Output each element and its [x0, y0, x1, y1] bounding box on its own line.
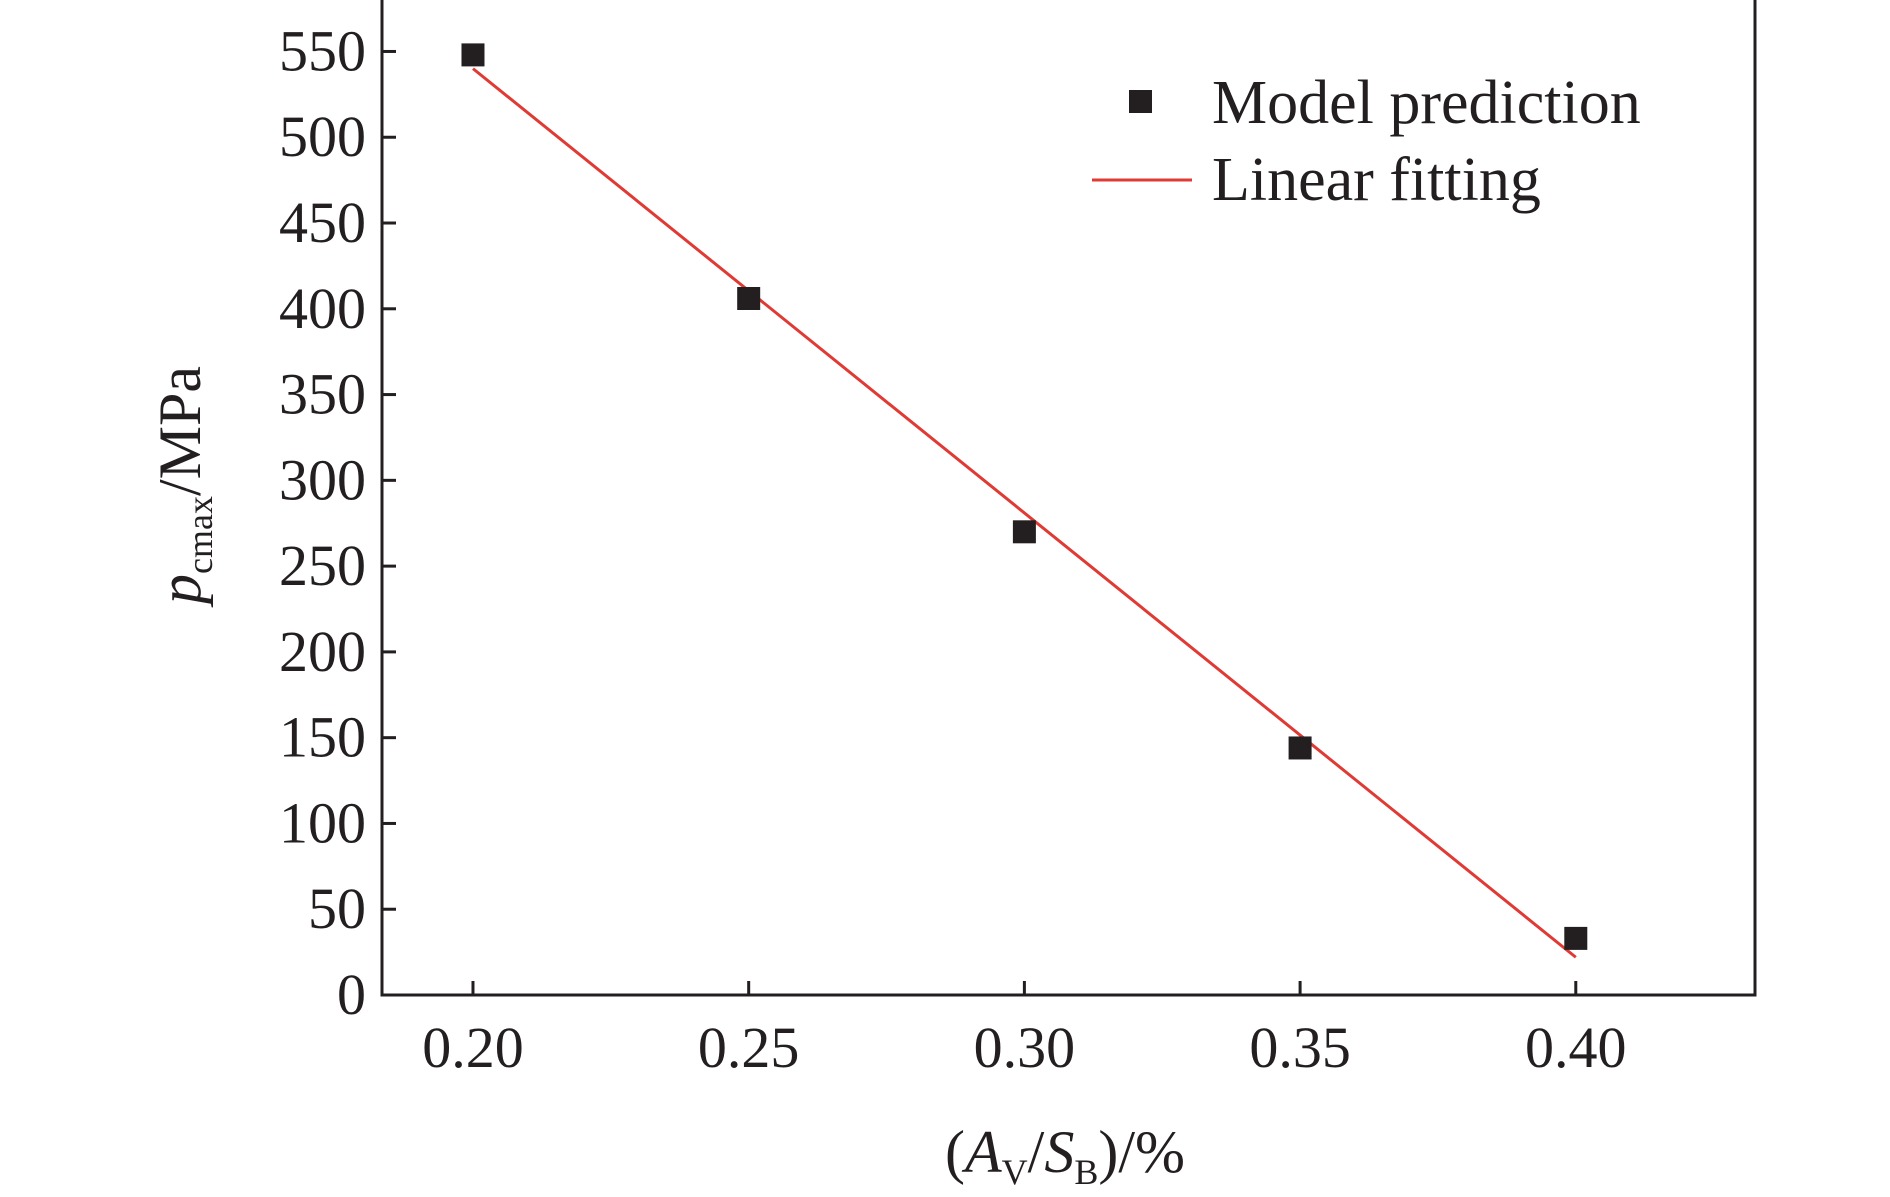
plot-frame [380, 0, 1757, 997]
y-tick-label: 450 [279, 190, 366, 255]
x-tick-label: 0.20 [422, 1015, 524, 1080]
y-tick-label: 200 [279, 619, 366, 684]
y-tick-label: 100 [279, 790, 366, 855]
x-tick-label: 0.25 [698, 1015, 800, 1080]
y-tick-label: 0 [337, 962, 366, 1027]
data-point [461, 43, 485, 67]
x-tick-label: 0.35 [1249, 1015, 1351, 1080]
y-tick-label: 350 [279, 362, 366, 427]
y-tick-label: 150 [279, 705, 366, 770]
x-axis-label: (AV/SB)/% [945, 1119, 1185, 1192]
data-point [1564, 926, 1588, 950]
legend-label-linear-fitting: Linear fitting [1212, 146, 1541, 214]
y-axis-label: pcmax/MPa [147, 366, 220, 608]
y-tick-label: 50 [308, 876, 366, 941]
data-point [1012, 520, 1036, 544]
fit-line [472, 67, 1577, 959]
y-tick-label: 400 [279, 276, 366, 341]
y-tick-label: 300 [279, 447, 366, 512]
fit-line-layer [472, 67, 1577, 959]
legend-marker-model-prediction [1129, 90, 1152, 113]
x-tick-label: 0.30 [974, 1015, 1076, 1080]
axes-frame [380, 0, 1757, 997]
x-tick-label: 0.40 [1525, 1015, 1627, 1080]
y-tick-label: 500 [279, 104, 366, 169]
y-tick-label: 250 [279, 533, 366, 598]
ticks: 0 50 100 150 200 250 300 350 400 450 500 550 0.20 0.2… [279, 18, 1627, 1080]
data-point [737, 287, 761, 310]
data-points [461, 43, 1588, 950]
legend: Model prediction Linear fitting [1092, 69, 1641, 214]
data-point [1288, 736, 1312, 760]
y-tick-label: 550 [279, 18, 366, 83]
legend-label-model-prediction: Model prediction [1212, 69, 1641, 137]
